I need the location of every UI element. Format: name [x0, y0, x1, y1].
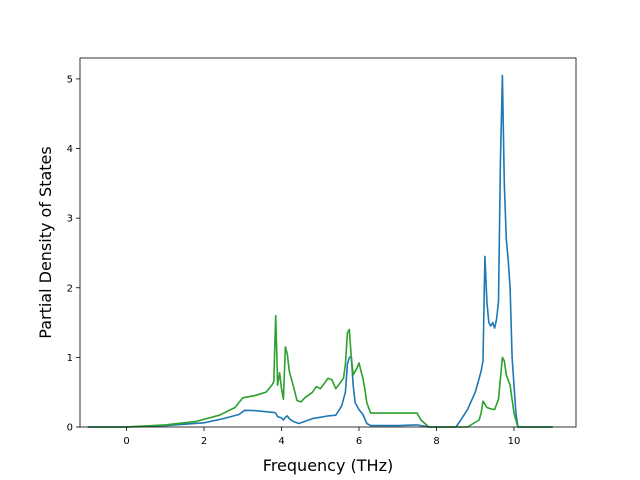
x-tick-label: 6 [356, 436, 362, 447]
x-tick-label: 4 [278, 436, 284, 447]
y-tick-label: 5 [67, 74, 73, 85]
series-line-1 [87, 74, 553, 428]
y-tick-label: 3 [67, 214, 73, 225]
x-axis-ticks: 0 2 4 6 8 10 [123, 427, 520, 447]
x-axis-label: Frequency (THz) [263, 456, 393, 475]
x-tick-label: 10 [508, 436, 521, 447]
x-tick-label: 8 [433, 436, 439, 447]
x-tick-label: 0 [123, 436, 129, 447]
y-tick-label: 2 [67, 283, 73, 294]
y-tick-label: 4 [67, 144, 73, 155]
y-tick-label: 0 [67, 423, 73, 434]
y-axis-label: Partial Density of States [36, 146, 55, 338]
series-layer [87, 74, 553, 428]
plot-frame [79, 57, 577, 428]
x-tick-label: 2 [201, 436, 207, 447]
y-tick-label: 1 [67, 353, 73, 364]
series-line-2 [87, 314, 553, 428]
y-axis-ticks: 0 1 2 3 4 5 [67, 74, 80, 434]
